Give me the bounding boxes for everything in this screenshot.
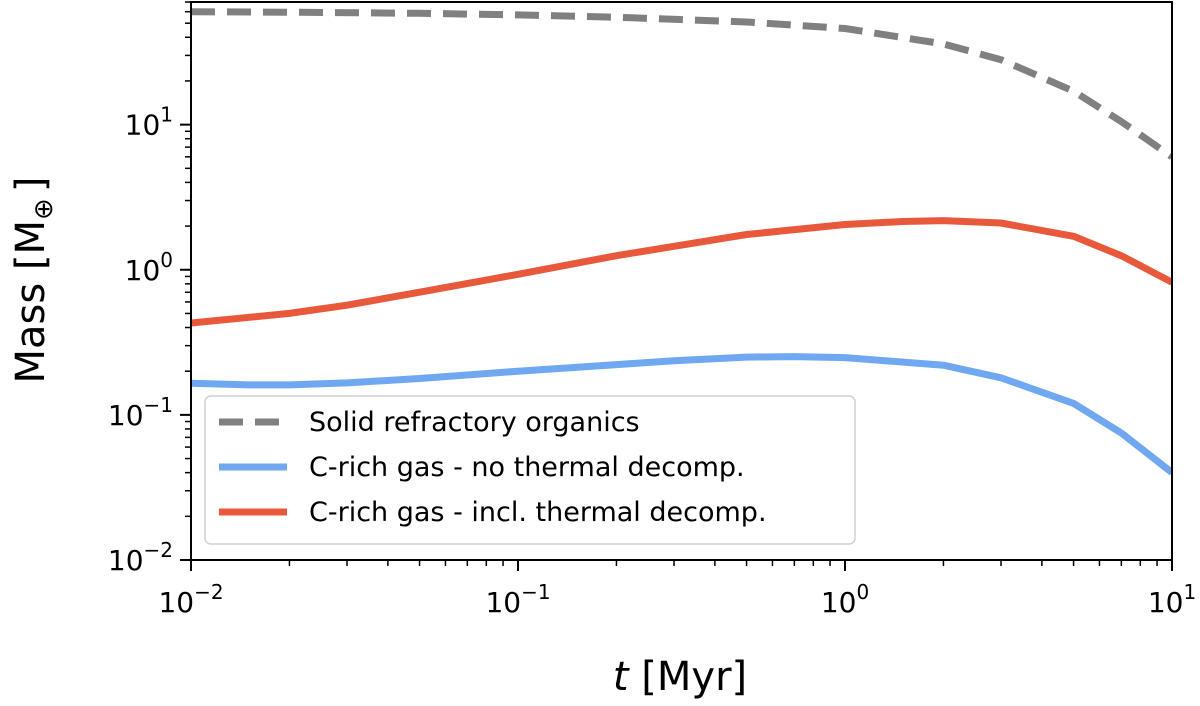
series-line-1 <box>191 353 1172 476</box>
y-tick-label: 100 <box>125 248 173 287</box>
y-tick-label: 10−2 <box>108 538 173 577</box>
legend-label-0: Solid refractory organics <box>309 407 640 438</box>
x-tick-label: 100 <box>821 580 869 619</box>
axes-group: 10−2 10−1 100 101 10−2 10−1 100 101 <box>108 1 1196 619</box>
x-tick-label: 10−1 <box>485 580 550 619</box>
legend-label-1: C-rich gas - no thermal decomp. <box>309 452 745 483</box>
legend-label-2: C-rich gas - incl. thermal decomp. <box>309 497 767 528</box>
legend-box <box>204 395 856 545</box>
axes-frame <box>190 1 1173 561</box>
x-tick-label: 101 <box>1148 580 1196 619</box>
x-tick-label: 10−2 <box>158 580 223 619</box>
x-axis-title: t [Myr] <box>613 654 747 700</box>
y-tick-label: 10−1 <box>108 393 173 432</box>
series-line-2 <box>191 217 1172 327</box>
series-line-0 <box>191 8 1172 160</box>
legend: Solid refractory organics C-rich gas - no… <box>204 395 856 545</box>
y-axis-title: Mass [M⊕] <box>8 177 59 384</box>
y-tick-label: 101 <box>125 103 173 142</box>
series-group <box>191 8 1172 476</box>
